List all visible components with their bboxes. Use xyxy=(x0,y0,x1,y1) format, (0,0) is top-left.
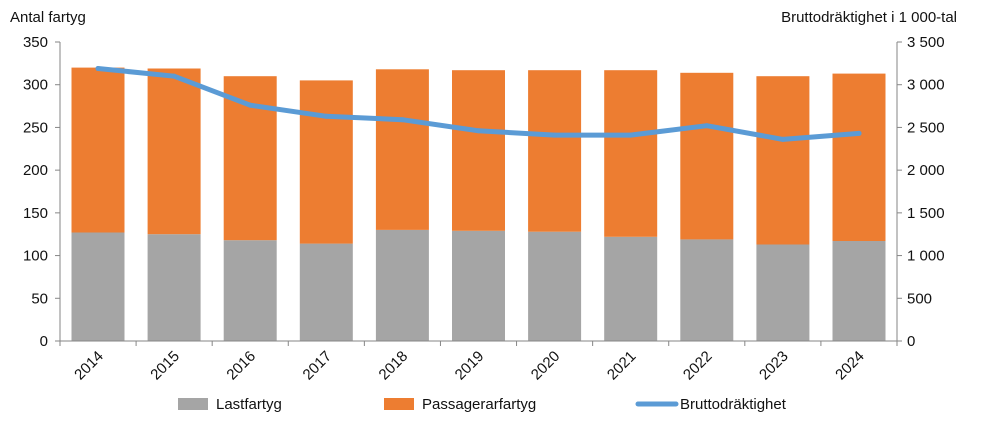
x-tick-label: 2016 xyxy=(223,348,259,384)
x-tick-label: 2022 xyxy=(680,348,716,384)
bar-passagerarfartyg-2015 xyxy=(147,68,201,235)
right-tick-label: 1 500 xyxy=(907,205,945,222)
bar-group xyxy=(71,67,886,341)
point-bruttodr-ktighet-2017 xyxy=(323,113,329,119)
left-tick-label: 0 xyxy=(40,333,48,350)
legend: Lastfartyg Passagerarfartyg Bruttodräktigh… xyxy=(178,396,787,413)
x-tick-label: 2024 xyxy=(832,348,868,384)
x-tick-label: 2020 xyxy=(528,348,564,384)
bar-passagerarfartyg-2024 xyxy=(832,73,886,241)
right-tick-label: 1 000 xyxy=(907,248,945,265)
left-tick-label: 300 xyxy=(23,77,48,94)
left-axis-title: Antal fartyg xyxy=(10,9,86,26)
legend-swatch-passagerarfartyg xyxy=(384,398,414,410)
right-tick-label: 500 xyxy=(907,290,932,307)
x-tick-label: 2014 xyxy=(71,348,107,384)
point-bruttodr-ktighet-2024 xyxy=(856,130,862,136)
bar-lastfartyg-2020 xyxy=(528,231,582,341)
bar-lastfartyg-2014 xyxy=(71,232,125,341)
bar-passagerarfartyg-2014 xyxy=(71,67,125,233)
legend-label-passagerarfartyg: Passagerarfartyg xyxy=(422,396,536,413)
bar-passagerarfartyg-2017 xyxy=(299,80,353,244)
left-tick-label: 250 xyxy=(23,119,48,136)
point-bruttodr-ktighet-2015 xyxy=(171,73,177,79)
x-tick-label: 2021 xyxy=(604,348,640,384)
point-bruttodr-ktighet-2018 xyxy=(399,117,405,123)
left-tick-label: 150 xyxy=(23,205,48,222)
x-tick-label: 2017 xyxy=(300,348,336,384)
right-tick-label: 3 500 xyxy=(907,34,945,51)
point-bruttodr-ktighet-2021 xyxy=(628,132,634,138)
point-bruttodr-ktighet-2020 xyxy=(552,132,558,138)
bar-lastfartyg-2016 xyxy=(223,240,277,341)
x-tick-label: 2019 xyxy=(452,348,488,384)
x-tick-label: 2018 xyxy=(376,348,412,384)
legend-label-bruttodr-ktighet: Bruttodräktighet xyxy=(680,396,787,413)
left-tick-label: 100 xyxy=(23,248,48,265)
point-bruttodr-ktighet-2019 xyxy=(476,128,481,134)
bar-lastfartyg-2017 xyxy=(299,243,353,341)
right-tick-label: 2 500 xyxy=(907,119,945,136)
bar-passagerarfartyg-2023 xyxy=(756,76,810,245)
bar-lastfartyg-2015 xyxy=(147,234,201,341)
right-axis-title: Bruttodräktighet i 1 000-tal xyxy=(781,9,957,26)
right-tick-label: 3 000 xyxy=(907,77,945,94)
bar-lastfartyg-2024 xyxy=(832,241,886,341)
bar-lastfartyg-2018 xyxy=(375,229,429,341)
bar-passagerarfartyg-2020 xyxy=(528,70,582,232)
left-tick-label: 200 xyxy=(23,162,48,179)
legend-label-lastfartyg: Lastfartyg xyxy=(216,396,282,413)
bar-passagerarfartyg-2019 xyxy=(452,70,505,231)
bar-passagerarfartyg-2018 xyxy=(375,69,429,230)
bar-passagerarfartyg-2022 xyxy=(680,72,734,240)
axes-group: 0 50 100 150 200 250 300 350 0 500 1 000 1 500 2 000… xyxy=(23,34,945,350)
left-tick-label: 350 xyxy=(23,34,48,51)
right-tick-label: 2 000 xyxy=(907,162,945,179)
legend-swatch-lastfartyg xyxy=(178,398,208,410)
bar-passagerarfartyg-2021 xyxy=(604,70,658,237)
bar-lastfartyg-2019 xyxy=(452,230,505,341)
point-bruttodr-ktighet-2016 xyxy=(247,102,253,108)
right-tick-label: 0 xyxy=(907,333,915,350)
left-tick-label: 50 xyxy=(31,290,48,307)
bar-lastfartyg-2021 xyxy=(604,236,658,341)
x-tick-labels: 2014 2015 2016 2017 2018 2019 2020 2021 2022 2023… xyxy=(71,348,868,384)
point-bruttodr-ktighet-2023 xyxy=(780,136,786,142)
bar-lastfartyg-2023 xyxy=(756,244,810,341)
x-tick-label: 2015 xyxy=(147,348,183,384)
bar-lastfartyg-2022 xyxy=(680,239,734,341)
point-bruttodr-ktighet-2014 xyxy=(95,66,101,71)
x-tick-label: 2023 xyxy=(756,348,792,384)
line-group xyxy=(95,66,862,142)
point-bruttodr-ktighet-2022 xyxy=(704,123,710,129)
